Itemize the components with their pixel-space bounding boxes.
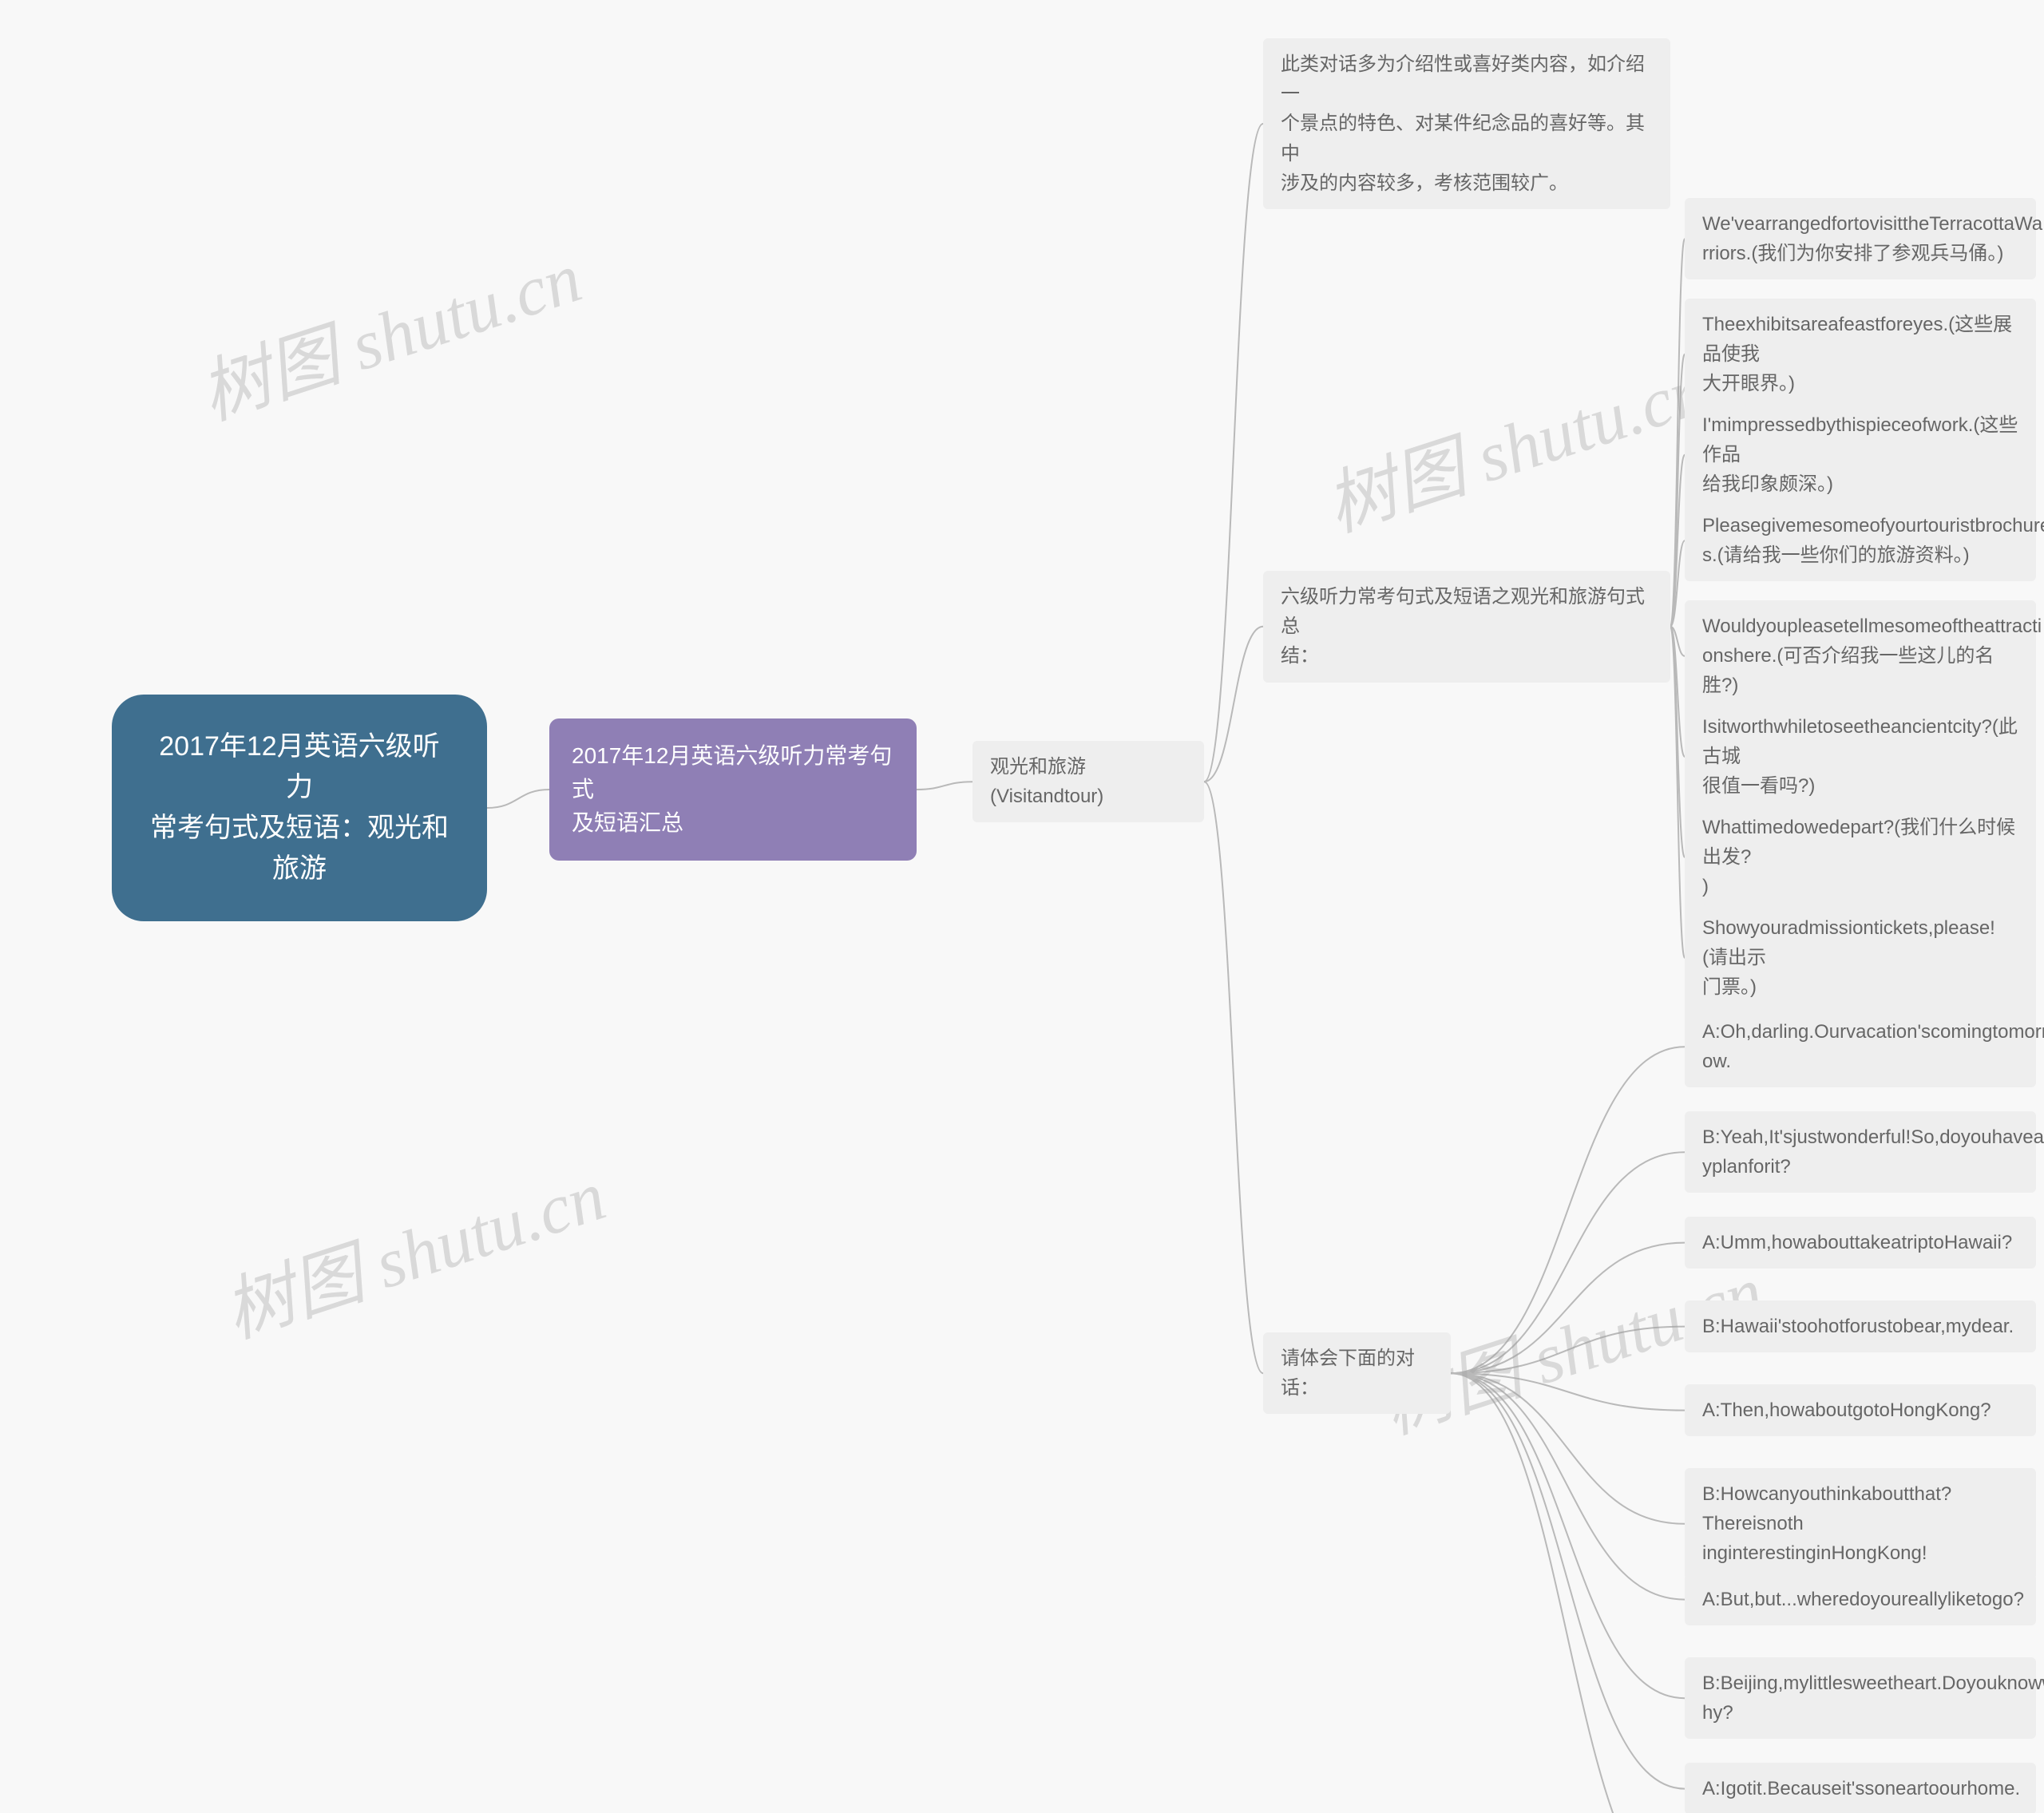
leaf-l1: Showyouradmissiontickets,please!(请出示	[1702, 917, 1995, 968]
leaf-l2: 很值一看吗?)	[1702, 775, 1815, 797]
intro-l3: 涉及的内容较多，考核范围较广。	[1281, 172, 1568, 194]
watermark: 树图 shutu.cn	[209, 1139, 616, 1357]
leaf-l1: A:Then,howaboutgotoHongKong?	[1702, 1399, 1991, 1421]
leaf-l1: I'mimpressedbythispieceofwork.(这些作品	[1702, 414, 2018, 465]
sentences-label-node: 六级听力常考句式及短语之观光和旅游句式总 结：	[1263, 571, 1670, 683]
intro-l1: 此类对话多为介绍性或喜好类内容，如介绍一	[1281, 53, 1645, 105]
root-line2: 常考句式及短语：观光和	[150, 813, 449, 843]
sentence-leaf: We'vearrangedfortovisittheTerracottaWarr…	[1685, 198, 2036, 279]
sentence-leaf: Whattimedowedepart?(我们什么时候出发?)	[1685, 802, 2036, 913]
dialog-leaf: A:Then,howaboutgotoHongKong?	[1685, 1384, 2036, 1436]
leaf-l1: Wouldyoupleasetellmesomeoftheattracti	[1702, 616, 2042, 637]
leaf-l2: 门票。)	[1702, 976, 1757, 998]
watermark: 树图 shutu.cn	[185, 221, 592, 439]
sent-lbl-l1: 六级听力常考句式及短语之观光和旅游句式总	[1281, 586, 1645, 637]
sentence-leaf: Wouldyoupleasetellmesomeoftheattractions…	[1685, 600, 2036, 712]
sentence-leaf: Theexhibitsareafeastforeyes.(这些展品使我大开眼界。…	[1685, 299, 2036, 410]
leaf-l2: 给我印象颇深。)	[1702, 473, 1833, 495]
sentence-leaf: Isitworthwhiletoseetheancientcity?(此古城很值…	[1685, 701, 2036, 813]
leaf-l2: ow.	[1702, 1051, 1731, 1072]
leaf-l2: s.(请给我一些你们的旅游资料。)	[1702, 544, 1970, 566]
leaf-l2: yplanforit?	[1702, 1156, 1791, 1178]
leaf-l1: A:Oh,darling.Ourvacation'scomingtomorr	[1702, 1021, 2044, 1043]
dialog-leaf: A:But,but...wheredoyoureallyliketogo?	[1685, 1574, 2036, 1625]
leaf-l1: We'vearrangedfortovisittheTerracottaWa	[1702, 213, 2042, 235]
dialog-leaf: A:Oh,darling.Ourvacation'scomingtomorrow…	[1685, 1006, 2036, 1087]
leaf-l1: A:Umm,howabouttakeatriptoHawaii?	[1702, 1232, 2012, 1253]
sentence-leaf: Pleasegivemesomeofyourtouristbrochures.(…	[1685, 500, 2036, 581]
level2-label: 观光和旅游(Visitandtour)	[990, 756, 1103, 807]
sentence-leaf: Showyouradmissiontickets,please!(请出示门票。)	[1685, 902, 2036, 1014]
level1-line1: 2017年12月英语六级听力常考句式	[572, 743, 892, 802]
leaf-l2: onshere.(可否介绍我一些这儿的名胜?)	[1702, 645, 1994, 696]
intro-l2: 个景点的特色、对某件纪念品的喜好等。其中	[1281, 113, 1645, 164]
leaf-l2: inginterestinginHongKong!	[1702, 1542, 1927, 1564]
root-line3: 旅游	[272, 853, 327, 884]
leaf-l2: rriors.(我们为你安排了参观兵马俑。)	[1702, 243, 2003, 264]
dialog-label-node: 请体会下面的对话：	[1263, 1332, 1451, 1414]
leaf-l1: Isitworthwhiletoseetheancientcity?(此古城	[1702, 716, 2018, 767]
leaf-l2: )	[1702, 876, 1709, 897]
sent-lbl-l2: 结：	[1281, 645, 1319, 667]
leaf-l2: 大开眼界。)	[1702, 373, 1795, 394]
leaf-l1: Theexhibitsareafeastforeyes.(这些展品使我	[1702, 314, 2012, 365]
root-line1: 2017年12月英语六级听力	[159, 731, 439, 802]
leaf-l1: B:Howcanyouthinkaboutthat?Thereisnoth	[1702, 1483, 1951, 1534]
root-node: 2017年12月英语六级听力 常考句式及短语：观光和 旅游	[112, 695, 487, 921]
leaf-l1: B:Yeah,It'sjustwonderful!So,doyouhavean	[1702, 1126, 2044, 1148]
dialog-leaf: B:Beijing,mylittlesweetheart.Doyouknowwh…	[1685, 1657, 2036, 1739]
leaf-l1: Whattimedowedepart?(我们什么时候出发?	[1702, 817, 2015, 868]
level2-node: 观光和旅游(Visitandtour)	[972, 741, 1204, 822]
leaf-l1: A:But,but...wheredoyoureallyliketogo?	[1702, 1589, 2024, 1610]
leaf-l1: B:Beijing,mylittlesweetheart.Doyouknoww	[1702, 1672, 2044, 1694]
dlg-lbl: 请体会下面的对话：	[1281, 1348, 1415, 1399]
dialog-leaf: B:Howcanyouthinkaboutthat?Thereisnoth ing…	[1685, 1468, 2036, 1580]
watermark: 树图 shutu.cn	[1311, 333, 1717, 551]
leaf-l1: B:Hawaii'stoohotforustobear,mydear.	[1702, 1316, 2014, 1337]
sentence-leaf: I'mimpressedbythispieceofwork.(这些作品给我印象颇…	[1685, 399, 2036, 511]
dialog-leaf: A:Umm,howabouttakeatriptoHawaii?	[1685, 1217, 2036, 1269]
dialog-leaf: A:Igotit.Becauseit'ssoneartoourhome.	[1685, 1763, 2036, 1813]
dialog-leaf: B:Hawaii'stoohotforustobear,mydear.	[1685, 1300, 2036, 1352]
leaf-l1: A:Igotit.Becauseit'ssoneartoourhome.	[1702, 1778, 2020, 1799]
level1-node: 2017年12月英语六级听力常考句式 及短语汇总	[549, 718, 917, 861]
leaf-l2: hy?	[1702, 1702, 1733, 1724]
leaf-l1: Pleasegivemesomeofyourtouristbrochure	[1702, 515, 2044, 536]
dialog-leaf: B:Yeah,It'sjustwonderful!So,doyouhaveany…	[1685, 1111, 2036, 1193]
level1-line2: 及短语汇总	[572, 810, 683, 835]
intro-node: 此类对话多为介绍性或喜好类内容，如介绍一 个景点的特色、对某件纪念品的喜好等。其…	[1263, 38, 1670, 209]
